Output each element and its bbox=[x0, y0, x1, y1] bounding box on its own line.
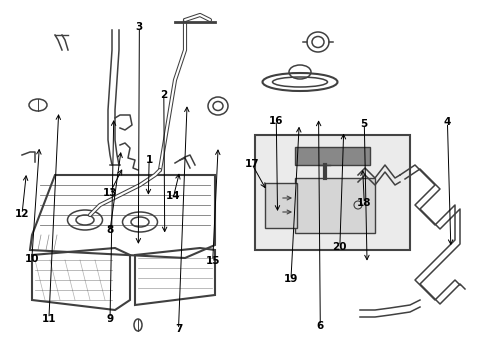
Text: 4: 4 bbox=[443, 117, 450, 127]
Text: 20: 20 bbox=[332, 242, 346, 252]
Text: 1: 1 bbox=[145, 155, 152, 165]
Text: 14: 14 bbox=[166, 191, 181, 201]
Text: 7: 7 bbox=[174, 324, 182, 334]
Text: 15: 15 bbox=[205, 256, 220, 266]
Text: 13: 13 bbox=[102, 188, 117, 198]
Bar bbox=[294, 178, 374, 233]
Text: 6: 6 bbox=[316, 321, 323, 331]
Text: 5: 5 bbox=[360, 119, 367, 129]
Text: 3: 3 bbox=[136, 22, 142, 32]
Text: 12: 12 bbox=[15, 209, 29, 219]
Bar bbox=[254, 135, 409, 250]
Text: 9: 9 bbox=[106, 314, 113, 324]
Text: 16: 16 bbox=[268, 116, 283, 126]
Text: 11: 11 bbox=[41, 314, 56, 324]
Text: 18: 18 bbox=[356, 198, 371, 208]
Text: 2: 2 bbox=[160, 90, 167, 100]
Text: 19: 19 bbox=[283, 274, 298, 284]
Text: 10: 10 bbox=[24, 254, 39, 264]
Text: 8: 8 bbox=[106, 225, 113, 235]
Bar bbox=[294, 147, 369, 165]
Bar bbox=[264, 183, 296, 228]
Text: 17: 17 bbox=[244, 159, 259, 169]
